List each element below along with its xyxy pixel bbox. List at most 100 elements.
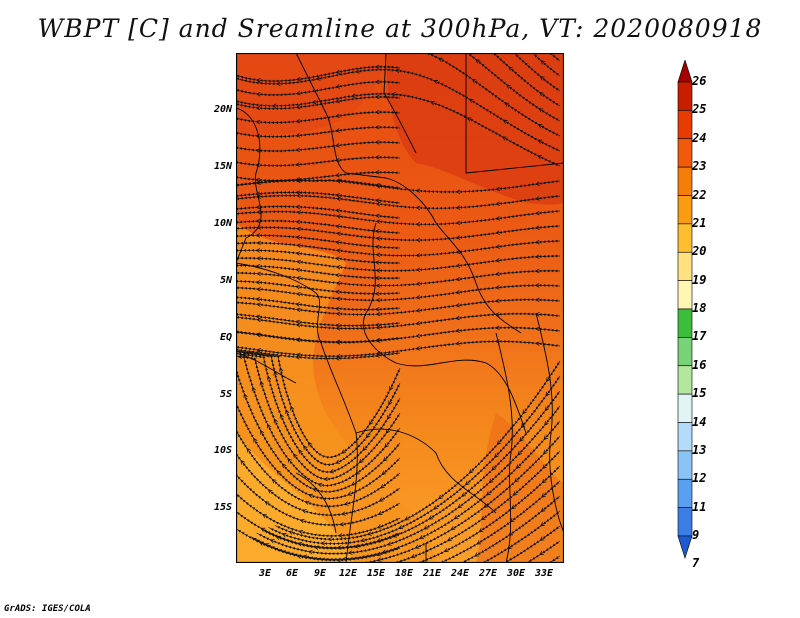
streamline-arrow xyxy=(335,289,340,295)
streamline-arrow xyxy=(535,196,540,201)
streamline-arrow xyxy=(391,92,396,97)
lon-label-6e: 6E xyxy=(285,568,299,579)
colorbar-label: 16 xyxy=(692,357,707,372)
streamline-arrow xyxy=(540,507,546,512)
footer-credit: GrADS: IGES/COLA xyxy=(4,604,91,614)
colorbar-label: 25 xyxy=(692,102,707,117)
colorbar-segment xyxy=(677,422,693,452)
streamline-arrow xyxy=(415,320,421,326)
streamline-arrow xyxy=(474,552,479,557)
streamline-arrow xyxy=(375,213,380,219)
map-title: WBPT [C] and Sreamline at 300hPa, VT: 20… xyxy=(37,14,763,43)
streamline-arrow xyxy=(539,536,545,541)
streamline-arrow xyxy=(535,210,540,216)
streamline-arrow xyxy=(375,307,380,312)
streamline-arrow xyxy=(335,208,341,213)
colorbar-label: 17 xyxy=(692,329,707,344)
streamline-arrow xyxy=(255,233,261,238)
streamline-arrow xyxy=(295,319,300,325)
colorbar-top-arrow xyxy=(677,59,693,83)
streamline-arrow xyxy=(240,460,245,465)
streamline-arrow xyxy=(495,258,500,263)
streamline xyxy=(236,233,401,250)
lat-label-eq: EQ xyxy=(219,332,232,343)
streamline-arrow xyxy=(540,522,545,527)
streamline xyxy=(236,190,401,205)
streamline-arrow xyxy=(535,283,540,288)
colorbar-segment xyxy=(677,365,693,395)
streamline-arrow xyxy=(295,190,301,195)
streamline-arrow xyxy=(335,240,340,245)
streamline-arrow xyxy=(495,216,501,221)
streamline-arrow xyxy=(455,328,460,333)
streamline-arrow xyxy=(375,183,380,188)
streamline-arrow xyxy=(410,554,416,559)
lon-label-3e: 3E xyxy=(258,568,272,579)
lon-label-15e: 15E xyxy=(366,568,386,579)
colorbar-segment xyxy=(677,280,693,310)
streamline-arrow xyxy=(336,557,341,563)
streamline-arrow xyxy=(415,308,421,313)
colorbar-label: 24 xyxy=(692,130,707,145)
streamline-arrow xyxy=(455,205,461,210)
streamline-arrow xyxy=(535,254,540,259)
streamline-arrow xyxy=(255,332,261,337)
streamline-arrow xyxy=(295,219,301,225)
streamline-arrow xyxy=(455,189,461,195)
streamline-arrow xyxy=(455,302,460,308)
streamline-arrow xyxy=(272,103,277,109)
streamline xyxy=(236,205,401,220)
colorbar-segment xyxy=(677,138,693,168)
lat-label-5n: 5N xyxy=(219,275,232,286)
colorbar-label: 22 xyxy=(692,187,707,202)
streamline-arrow xyxy=(430,101,435,106)
streamline-arrow xyxy=(295,204,301,210)
streamline-arrow xyxy=(495,298,500,304)
streamline-arrow xyxy=(537,155,543,160)
colorbar-label: 12 xyxy=(692,471,707,486)
streamline-arrow xyxy=(255,314,261,320)
lon-label-30e: 30E xyxy=(506,568,526,579)
lat-label-20n: 20N xyxy=(213,104,232,115)
streamline xyxy=(236,178,401,190)
streamline-arrow xyxy=(255,191,261,196)
colorbar-bottom-arrow xyxy=(677,535,693,559)
streamline-arrow xyxy=(455,315,460,321)
streamline-arrow xyxy=(255,180,261,185)
streamline-arrow xyxy=(495,244,500,249)
colorbar-segment xyxy=(677,337,693,367)
streamline-arrow xyxy=(455,289,460,295)
map-canvas xyxy=(236,53,564,563)
lon-label-9e: 9E xyxy=(313,568,327,579)
streamline-arrow xyxy=(295,251,301,256)
colorbar-segment xyxy=(677,393,693,423)
streamline-arrow xyxy=(375,64,380,70)
colorbar-segment xyxy=(677,251,693,281)
streamline-arrow xyxy=(375,229,380,234)
streamline xyxy=(236,296,401,312)
streamline-arrow xyxy=(335,224,340,229)
streamlines xyxy=(236,53,561,563)
streamline-arrow xyxy=(395,68,400,74)
streamline-arrow xyxy=(375,170,380,175)
streamline-arrow xyxy=(502,136,507,141)
streamline-arrow xyxy=(495,201,501,206)
streamline-arrow xyxy=(335,256,340,261)
lat-label-10n: 10N xyxy=(213,218,232,229)
streamline-arrow xyxy=(297,554,302,559)
streamline-arrow xyxy=(415,345,421,351)
streamline-arrow xyxy=(415,188,421,194)
streamline-arrow xyxy=(355,69,360,74)
streamline-arrow xyxy=(255,218,261,224)
lon-label-27e: 27E xyxy=(478,568,498,579)
streamline-arrow xyxy=(255,297,261,302)
streamline-arrow xyxy=(535,181,540,186)
lon-label-12e: 12E xyxy=(338,568,358,579)
streamline-arrow xyxy=(311,99,317,105)
streamline-arrow xyxy=(255,280,261,285)
colorbar-label: 9 xyxy=(692,528,700,542)
map-plot xyxy=(236,53,564,563)
streamline-arrow xyxy=(455,276,461,282)
streamline-arrow xyxy=(295,178,301,183)
streamline xyxy=(236,248,400,265)
